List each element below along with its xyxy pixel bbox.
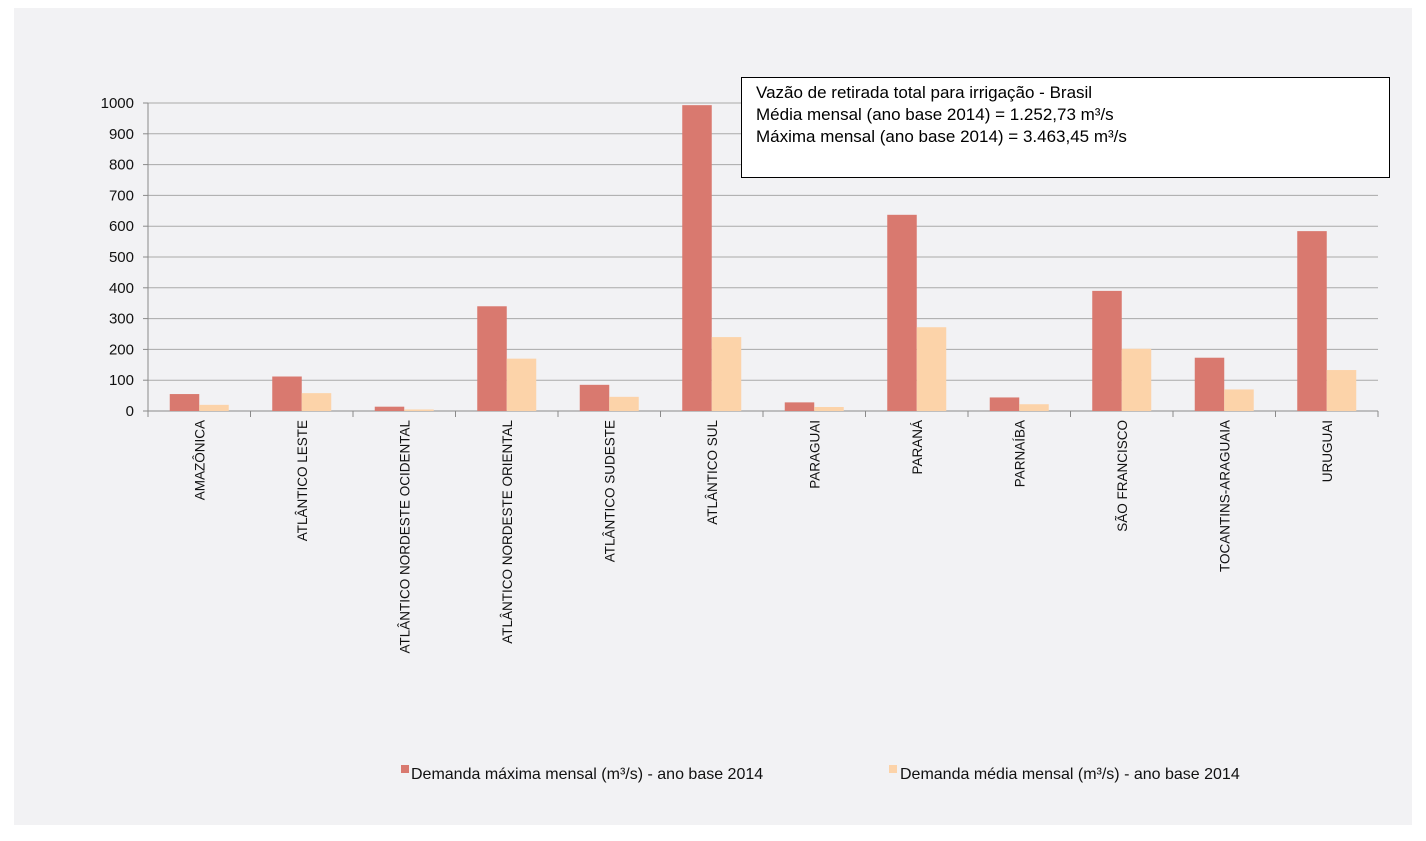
- x-tick-label: ATLÂNTICO LESTE: [295, 420, 310, 541]
- y-axis: 0 100 200 300 400 500 600 700 800 900 1000: [101, 95, 149, 420]
- y-tick-label: 800: [109, 157, 134, 174]
- x-tick-label: PARANÁ: [910, 420, 925, 475]
- annotation-line-2: Média mensal (ano base 2014) = 1.252,73 …: [756, 105, 1114, 124]
- chart-panel: 0 100 200 300 400 500 600 700 800 900 1000 AMAZÔNI…: [14, 8, 1412, 825]
- x-tick-label: ATLÂNTICO NORDESTE ORIENTAL: [500, 420, 515, 644]
- bar-max: [887, 214, 917, 411]
- bar-mean: [814, 406, 844, 411]
- y-tick-label: 500: [109, 249, 134, 266]
- legend-swatch-mean: [889, 765, 897, 773]
- x-tick-label: ATLÂNTICO NORDESTE OCIDENTAL: [397, 420, 412, 654]
- bar-mean: [301, 393, 332, 411]
- bar-max: [169, 394, 200, 411]
- annotation-line-3: Máxima mensal (ano base 2014) = 3.463,45…: [756, 127, 1127, 146]
- legend: Demanda máxima mensal (m³/s) - ano base …: [401, 765, 1240, 783]
- legend-swatch-max: [401, 765, 409, 773]
- bar-mean: [711, 337, 742, 411]
- bar-mean: [609, 396, 639, 411]
- bars: [169, 105, 1357, 411]
- y-tick-label: 900: [109, 126, 134, 143]
- y-tick-label: 700: [109, 187, 134, 204]
- bar-mean: [199, 404, 229, 411]
- bar-max: [989, 397, 1020, 411]
- annotation-line-1: Vazão de retirada total para irrigação -…: [756, 83, 1093, 102]
- x-tick-label: ATLÂNTICO SUL: [705, 420, 720, 525]
- bar-max: [784, 402, 815, 411]
- bar-mean: [404, 409, 434, 411]
- y-tick-label: 200: [109, 341, 134, 358]
- bar-mean: [506, 358, 537, 411]
- bar-max: [682, 105, 712, 411]
- bar-max: [374, 406, 405, 411]
- annotation-box: Vazão de retirada total para irrigação -…: [741, 77, 1390, 178]
- legend-label-max: Demanda máxima mensal (m³/s) - ano base …: [411, 766, 763, 783]
- x-axis: AMAZÔNICA ATLÂNTICO LESTE ATLÂNTICO NORDES…: [147, 411, 1379, 654]
- bar-max: [579, 384, 610, 411]
- y-tick-label: 600: [109, 218, 134, 235]
- bar-mean: [1326, 370, 1357, 411]
- x-tick-label: PARAGUAI: [807, 420, 822, 489]
- bar-max: [1092, 290, 1122, 411]
- bar-mean: [1121, 348, 1152, 411]
- x-tick-label: SÃO FRANCISCO: [1115, 420, 1130, 532]
- bar-mean: [1224, 389, 1254, 411]
- bar-max: [1297, 231, 1327, 411]
- x-tick-label: ATLÂNTICO SUDESTE: [602, 420, 617, 562]
- bar-mean: [916, 327, 947, 411]
- bar-chart: 0 100 200 300 400 500 600 700 800 900 1000 AMAZÔNI…: [101, 95, 1379, 783]
- x-tick-label: TOCANTINS-ARAGUAIA: [1217, 420, 1232, 572]
- y-tick-label: 100: [109, 372, 134, 389]
- x-tick-label: URUGUAI: [1320, 420, 1335, 482]
- y-tick-label: 1000: [101, 95, 134, 112]
- bar-max: [272, 376, 302, 411]
- bar-max: [477, 306, 507, 411]
- legend-label-mean: Demanda média mensal (m³/s) - ano base 2…: [900, 766, 1240, 783]
- x-tick-label: PARNAÍBA: [1012, 420, 1027, 487]
- y-tick-label: 300: [109, 311, 134, 328]
- bar-mean: [1019, 404, 1049, 411]
- bar-max: [1194, 357, 1225, 411]
- x-tick-label: AMAZÔNICA: [192, 420, 207, 500]
- y-tick-label: 400: [109, 280, 134, 297]
- y-tick-label: 0: [126, 403, 134, 420]
